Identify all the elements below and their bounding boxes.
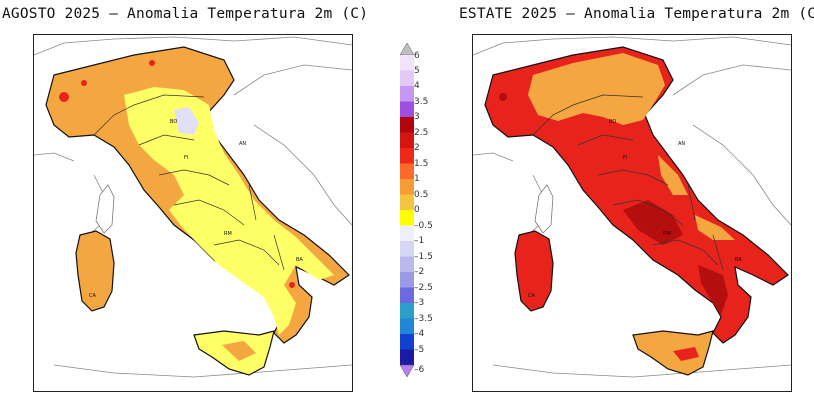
colorbar-bottom-arrow <box>399 364 415 378</box>
left-map-title: AGOSTO 2025 – Anomalia Temperatura 2m (C… <box>2 6 369 22</box>
colorbar-segment <box>400 334 414 350</box>
city-label-bo: BO <box>609 119 616 125</box>
city-label-rm: RM <box>224 231 232 237</box>
colorbar-segment <box>400 303 414 319</box>
corsica-island <box>534 184 554 234</box>
colorbar-tick-label: –3.5 <box>414 313 433 324</box>
right-map-title: ESTATE 2025 – Anomalia Temperatura 2m (C… <box>459 6 814 22</box>
background-borders <box>34 36 352 378</box>
city-label-fi: FI <box>184 155 188 161</box>
colorbar-segment <box>400 132 414 149</box>
sicily-island <box>632 330 714 376</box>
colorbar-segment <box>400 163 414 180</box>
colorbar-segment <box>400 148 414 164</box>
colorbar-tick-label: –1 <box>414 236 425 246</box>
italy-mainland <box>484 46 789 344</box>
colorbar-tick-label: 0 <box>414 205 420 215</box>
city-label-an: AN <box>239 141 246 147</box>
colorbar-tick-label: 3 <box>414 112 420 122</box>
left-map-panel: BO AN RM FI BA CA <box>33 34 353 392</box>
city-label-ba: BA <box>735 257 742 263</box>
anomaly-zone-secondary-south <box>695 215 735 240</box>
regional-borders <box>532 94 724 271</box>
colorbar-segment <box>400 194 414 211</box>
colorbar-tick-label: –2 <box>414 267 425 277</box>
colorbar-tick-label: –6 <box>414 365 425 375</box>
city-label-rm: RM <box>663 231 671 237</box>
colorbar-tick-label: 6 <box>414 51 420 61</box>
colorbar-segment <box>400 256 414 273</box>
city-label-fi: FI <box>623 155 627 161</box>
colorbar-segment <box>400 272 414 288</box>
city-label-ca: CA <box>89 293 96 299</box>
anomaly-zone-secondary <box>124 87 334 335</box>
colorbar-tick-label: –1.5 <box>414 251 433 262</box>
colorbar-segment <box>400 117 414 133</box>
colorbar-segment <box>400 55 414 71</box>
colorbar-tick-label: 3.5 <box>414 96 429 107</box>
colorbar-tick-label: 5 <box>414 65 420 76</box>
anomaly-zone-secondary-adriatic <box>658 155 688 195</box>
colorbar-tick-label: 0.5 <box>414 189 429 200</box>
sicily-inner-zone <box>222 341 256 361</box>
colorbar-segment <box>400 70 414 87</box>
right-map-svg: BO AN RM FI BA CA <box>473 36 791 378</box>
colorbar-segment <box>400 241 414 257</box>
colorbar-segment <box>400 349 414 366</box>
city-label-bo: BO <box>170 119 177 125</box>
right-map-panel: BO AN RM FI BA CA <box>472 34 792 392</box>
colorbar-svg <box>399 42 415 378</box>
regional-borders <box>93 94 285 271</box>
sicily-inner-zone <box>673 347 699 361</box>
city-label-an: AN <box>678 141 685 147</box>
colorbar-tick-label: 2 <box>414 143 420 153</box>
colorbar-segment <box>400 318 414 335</box>
colorbar-tick-label: –0.5 <box>414 220 433 231</box>
colorbar-segment <box>400 287 414 304</box>
colorbar-segment <box>400 101 414 118</box>
corsica-island <box>95 184 115 234</box>
colorbar-segment <box>400 225 414 242</box>
sardinia-island <box>514 230 554 312</box>
sardinia-island <box>75 230 115 312</box>
colorbar-tick-label: –2.5 <box>414 282 433 293</box>
anomaly-zone-secondary <box>528 53 665 125</box>
colorbar-segment <box>400 86 414 102</box>
colorbar-tick-label: –5 <box>414 344 425 355</box>
colorbar-tick-label: 2.5 <box>414 127 429 138</box>
colorbar-tick-label: 1 <box>414 174 420 184</box>
colorbar-tick-label: 4 <box>414 81 420 91</box>
anomaly-zone-cool <box>174 107 199 135</box>
city-label-ca: CA <box>528 293 535 299</box>
colorbar-tick-label: –3 <box>414 298 425 308</box>
city-label-ba: BA <box>296 257 303 263</box>
colorbar-segment <box>400 179 414 195</box>
colorbar-tick-label: 1.5 <box>414 158 429 169</box>
colorbar-segment <box>400 210 414 226</box>
left-map-svg: BO AN RM FI BA CA <box>34 36 352 378</box>
colorbar-tick-label: –4 <box>414 329 425 339</box>
colorbar-top-arrow <box>399 42 415 56</box>
anomaly-zone-hot <box>59 60 295 288</box>
colorbar <box>399 42 415 378</box>
